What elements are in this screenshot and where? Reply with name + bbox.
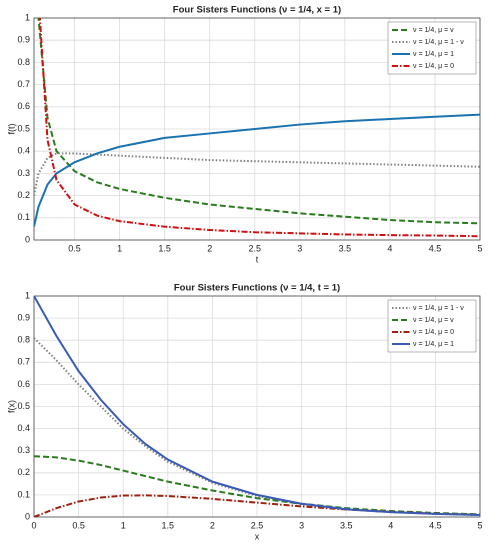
y-tick-label: 0.9 [17, 35, 30, 45]
series-line [38, 18, 480, 238]
x-tick-label: 2 [210, 520, 215, 530]
x-tick-label: 1 [121, 520, 126, 530]
x-tick-label: 1.5 [162, 520, 175, 530]
legend-label: ν = 1/4, μ = 1 [413, 51, 454, 58]
y-axis-label: f(x) [6, 400, 16, 413]
x-tick-label: 3 [297, 243, 302, 253]
y-tick-label: 0.3 [17, 168, 30, 178]
y-tick-label: 1 [25, 12, 30, 22]
legend-label: ν = 1/4, μ = 1 - ν [413, 39, 464, 46]
legend: ν = 1/4, μ = ν ν = 1/4, μ = 1 - ν ν = 1/4,… [387, 21, 477, 75]
plot: 0 0.1 0.2 0.3 0.4 0.5 0.6 0.7 0.8 0.9 1 0.5 1 1.5 2 2.5… [6, 5, 482, 265]
y-tick-label: 0.4 [17, 146, 30, 156]
legend: ν = 1/4, μ = 1 - ν ν = 1/4, μ = ν ν = 1/4,… [387, 299, 477, 353]
y-tick-label: 0.4 [17, 423, 30, 433]
x-tick-label: 2 [207, 243, 212, 253]
x-tick-label: 2.5 [251, 520, 264, 530]
x-tick-label: 3 [299, 520, 304, 530]
x-tick-label: 5 [477, 243, 482, 253]
y-tick-label: 1 [25, 290, 30, 300]
y-tick-label: 0 [25, 234, 30, 244]
y-tick-label: 0.6 [17, 101, 30, 111]
x-tick-label: 0 [31, 520, 36, 530]
x-tick-label: 4 [387, 243, 392, 253]
x-tick-label: 4.5 [429, 520, 442, 530]
legend-label: ν = 1/4, μ = ν [413, 317, 454, 324]
y-tick-label: 0 [25, 511, 30, 521]
x-tick-label: 3.5 [339, 243, 352, 253]
y-tick-label: 0.1 [17, 212, 30, 222]
y-tick-label: 0.6 [17, 379, 30, 389]
y-tick-label: 0.8 [17, 335, 30, 345]
legend-label: ν = 1/4, μ = 0 [413, 329, 454, 336]
series-line [34, 455, 480, 516]
x-tick-label: 1.5 [158, 243, 171, 253]
x-tick-label: 4.5 [429, 243, 442, 253]
y-tick-label: 0.5 [17, 123, 30, 133]
y-tick-label: 0.5 [17, 401, 30, 411]
y-tick-label: 0.7 [17, 79, 30, 89]
x-tick-label: 2.5 [248, 243, 261, 253]
chart-title: Four Sisters Functions (ν = 1/4, x = 1) [173, 5, 341, 16]
y-tick-label: 0.8 [17, 57, 30, 67]
x-tick-label: 1 [117, 243, 122, 253]
x-tick-label: 5 [477, 520, 482, 530]
y-tick-label: 0.2 [17, 190, 30, 200]
x-tick-label: 0.5 [72, 520, 85, 530]
y-tick-label: 0.3 [17, 445, 30, 455]
y-axis-label: f(t) [6, 124, 16, 135]
x-tick-label: 0.5 [68, 243, 81, 253]
y-tick-label: 0.7 [17, 357, 30, 367]
plot: 0 0.1 0.2 0.3 0.4 0.5 0.6 0.7 0.8 0.9 1 0 0.5 1 1.5 2 2.… [6, 283, 482, 542]
chart-title: Four Sisters Functions (ν = 1/4, t = 1) [174, 283, 340, 294]
legend-label: ν = 1/4, μ = 1 - ν [413, 305, 464, 312]
axes-frame [33, 295, 481, 518]
series-line [34, 296, 480, 517]
y-tick-label: 0.9 [17, 312, 30, 322]
axes-frame [33, 17, 481, 241]
x-axis-label: t [256, 254, 259, 264]
x-tick-label: 4 [388, 520, 393, 530]
series-line [34, 152, 480, 196]
series-line [37, 18, 480, 225]
series-line [34, 113, 480, 227]
y-tick-label: 0.2 [17, 467, 30, 477]
x-axis-label: x [255, 531, 260, 541]
legend-label: ν = 1/4, μ = 0 [413, 63, 454, 70]
legend-label: ν = 1/4, μ = 1 [413, 341, 454, 348]
legend-label: ν = 1/4, μ = ν [413, 27, 454, 34]
x-tick-label: 3.5 [340, 520, 353, 530]
y-tick-label: 0.1 [17, 489, 30, 499]
